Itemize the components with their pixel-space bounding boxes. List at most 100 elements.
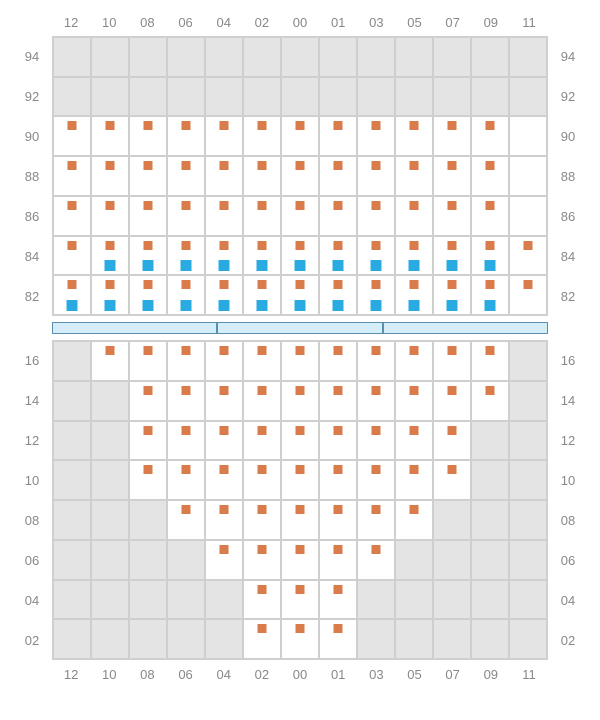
seat-available[interactable] — [205, 275, 243, 315]
seat-available[interactable] — [357, 275, 395, 315]
seat-available[interactable] — [167, 381, 205, 421]
seat-available[interactable] — [129, 421, 167, 461]
seat-available[interactable] — [91, 341, 129, 381]
seat-available[interactable] — [281, 500, 319, 540]
seat-available[interactable] — [319, 275, 357, 315]
seat-available[interactable] — [167, 156, 205, 196]
seat-available[interactable] — [91, 196, 129, 236]
seat-available[interactable] — [433, 196, 471, 236]
seat-available[interactable] — [91, 236, 129, 276]
seat-available[interactable] — [509, 156, 547, 196]
seat-available[interactable] — [471, 236, 509, 276]
seat-available[interactable] — [281, 116, 319, 156]
seat-available[interactable] — [91, 275, 129, 315]
seat-available[interactable] — [53, 156, 91, 196]
seat-available[interactable] — [205, 116, 243, 156]
seat-available[interactable] — [281, 460, 319, 500]
seat-available[interactable] — [433, 460, 471, 500]
seat-available[interactable] — [357, 381, 395, 421]
seat-available[interactable] — [243, 156, 281, 196]
seat-available[interactable] — [319, 116, 357, 156]
seat-available[interactable] — [395, 116, 433, 156]
seat-available[interactable] — [167, 341, 205, 381]
seat-available[interactable] — [395, 421, 433, 461]
seat-available[interactable] — [205, 236, 243, 276]
seat-available[interactable] — [243, 540, 281, 580]
seat-available[interactable] — [433, 275, 471, 315]
seat-available[interactable] — [243, 381, 281, 421]
seat-available[interactable] — [167, 236, 205, 276]
seat-available[interactable] — [91, 116, 129, 156]
seat-available[interactable] — [395, 460, 433, 500]
seat-available[interactable] — [319, 341, 357, 381]
seat-available[interactable] — [167, 196, 205, 236]
seat-available[interactable] — [167, 421, 205, 461]
seat-available[interactable] — [167, 500, 205, 540]
seat-available[interactable] — [357, 540, 395, 580]
seat-available[interactable] — [319, 619, 357, 659]
seat-available[interactable] — [167, 116, 205, 156]
seat-available[interactable] — [129, 236, 167, 276]
seat-available[interactable] — [509, 236, 547, 276]
seat-available[interactable] — [91, 156, 129, 196]
seat-available[interactable] — [281, 540, 319, 580]
seat-available[interactable] — [433, 421, 471, 461]
seat-available[interactable] — [53, 116, 91, 156]
seat-available[interactable] — [129, 381, 167, 421]
seat-available[interactable] — [319, 580, 357, 620]
seat-available[interactable] — [243, 619, 281, 659]
seat-available[interactable] — [433, 116, 471, 156]
seat-available[interactable] — [281, 236, 319, 276]
seat-available[interactable] — [357, 196, 395, 236]
seat-available[interactable] — [395, 341, 433, 381]
seat-available[interactable] — [471, 196, 509, 236]
seat-available[interactable] — [319, 500, 357, 540]
seat-available[interactable] — [433, 381, 471, 421]
seat-available[interactable] — [129, 275, 167, 315]
seat-available[interactable] — [205, 156, 243, 196]
seat-available[interactable] — [509, 275, 547, 315]
seat-available[interactable] — [471, 116, 509, 156]
seat-available[interactable] — [319, 460, 357, 500]
seat-available[interactable] — [167, 275, 205, 315]
seat-available[interactable] — [243, 275, 281, 315]
seat-available[interactable] — [243, 500, 281, 540]
seat-available[interactable] — [319, 236, 357, 276]
seat-available[interactable] — [319, 421, 357, 461]
seat-available[interactable] — [357, 116, 395, 156]
seat-available[interactable] — [205, 460, 243, 500]
seat-available[interactable] — [357, 341, 395, 381]
seat-available[interactable] — [205, 341, 243, 381]
seat-available[interactable] — [281, 156, 319, 196]
seat-available[interactable] — [243, 196, 281, 236]
seat-available[interactable] — [281, 580, 319, 620]
seat-available[interactable] — [281, 381, 319, 421]
seat-available[interactable] — [129, 196, 167, 236]
seat-available[interactable] — [357, 421, 395, 461]
seat-available[interactable] — [281, 619, 319, 659]
seat-available[interactable] — [243, 421, 281, 461]
seat-available[interactable] — [471, 156, 509, 196]
seat-available[interactable] — [471, 275, 509, 315]
seat-available[interactable] — [357, 236, 395, 276]
seat-available[interactable] — [205, 196, 243, 236]
seat-available[interactable] — [319, 156, 357, 196]
seat-available[interactable] — [395, 196, 433, 236]
seat-available[interactable] — [509, 196, 547, 236]
seat-available[interactable] — [281, 275, 319, 315]
seat-available[interactable] — [395, 381, 433, 421]
seat-available[interactable] — [395, 275, 433, 315]
seat-available[interactable] — [319, 540, 357, 580]
seat-available[interactable] — [281, 421, 319, 461]
seat-available[interactable] — [205, 381, 243, 421]
seat-available[interactable] — [243, 236, 281, 276]
seat-available[interactable] — [53, 275, 91, 315]
seat-available[interactable] — [129, 341, 167, 381]
seat-available[interactable] — [205, 500, 243, 540]
seat-available[interactable] — [357, 460, 395, 500]
seat-available[interactable] — [433, 236, 471, 276]
seat-available[interactable] — [205, 540, 243, 580]
seat-available[interactable] — [395, 156, 433, 196]
seat-available[interactable] — [243, 116, 281, 156]
seat-available[interactable] — [319, 381, 357, 421]
